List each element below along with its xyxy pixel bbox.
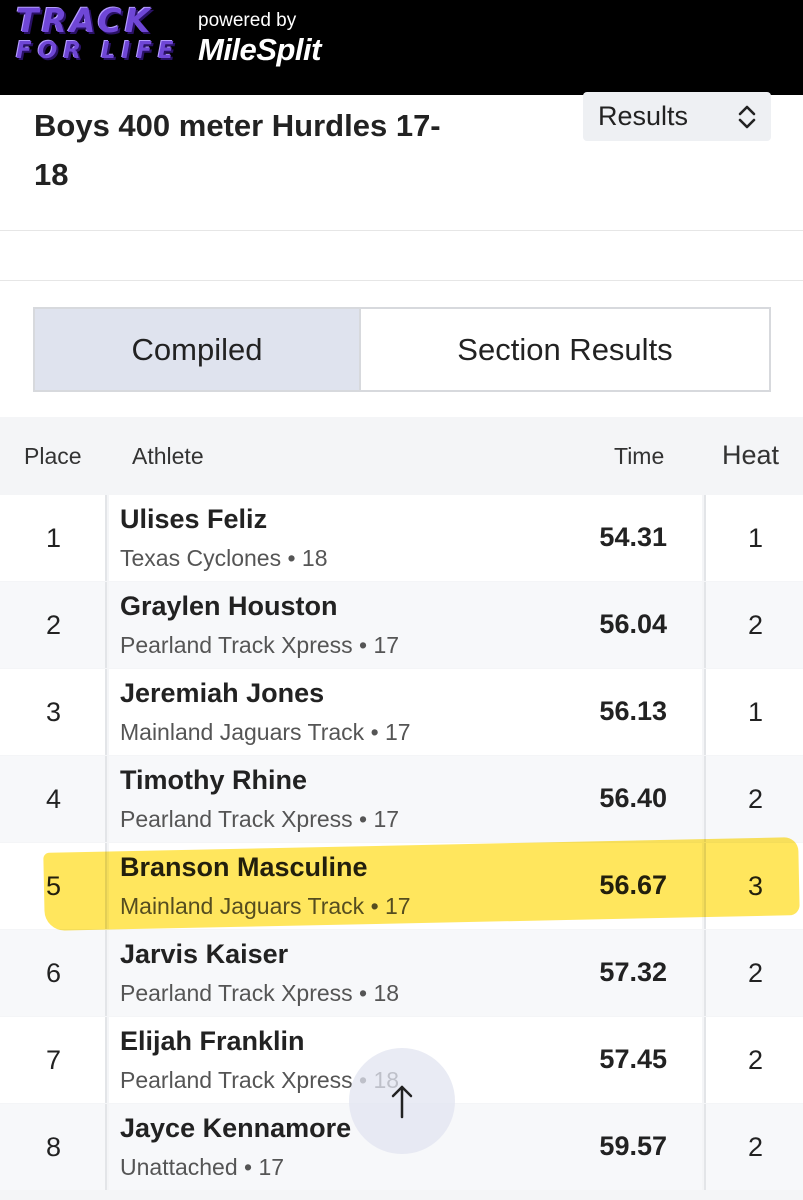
scroll-to-top-button[interactable]	[349, 1048, 455, 1154]
place-value: 1	[45, 523, 62, 553]
tab-section-results[interactable]: Section Results	[361, 309, 769, 390]
powered-by-text: powered by	[198, 10, 297, 31]
place-value: 4	[45, 784, 62, 814]
time-value: 56.13	[599, 696, 667, 726]
time-value: 56.40	[599, 783, 667, 813]
time-value: 54.31	[599, 522, 667, 552]
heat-value: 3	[747, 871, 764, 901]
athlete-team: Unattached • 17	[120, 1154, 285, 1180]
divider	[0, 280, 803, 281]
heat-value: 1	[747, 697, 764, 727]
athlete-team: Pearland Track Xpress • 17	[120, 806, 400, 832]
athlete-team: Mainland Jaguars Track • 17	[120, 719, 411, 745]
logo-line-2: FOR LIFE	[16, 38, 180, 64]
time-value: 56.67	[599, 870, 667, 900]
table-row[interactable]: 2 Graylen Houston Pearland Track Xpress …	[0, 582, 803, 669]
heat-value: 2	[747, 1132, 764, 1162]
athlete-team: Pearland Track Xpress • 17	[120, 632, 400, 658]
time-value: 56.04	[599, 609, 667, 639]
column-header-place[interactable]: Place	[24, 443, 82, 469]
column-header-heat[interactable]: Heat	[722, 440, 780, 470]
table-row-highlighted[interactable]: 5 Branson Masculine Mainland Jaguars Tra…	[0, 843, 803, 930]
arrow-up-icon	[391, 1085, 413, 1119]
athlete-name-link[interactable]: Jarvis Kaiser	[120, 939, 289, 969]
athlete-name-link[interactable]: Ulises Feliz	[120, 504, 268, 534]
results-view-tabs: Compiled Section Results	[33, 307, 771, 392]
place-value: 3	[45, 697, 62, 727]
milesplit-logo[interactable]: MileSplit	[198, 32, 321, 67]
athlete-name-link[interactable]: Branson Masculine	[120, 852, 368, 882]
athlete-team: Mainland Jaguars Track • 17	[120, 893, 411, 919]
table-row[interactable]: 1 Ulises Feliz Texas Cyclones • 18 54.31…	[0, 495, 803, 582]
divider	[0, 230, 803, 231]
table-row[interactable]: 3 Jeremiah Jones Mainland Jaguars Track …	[0, 669, 803, 756]
place-value: 5	[45, 871, 62, 901]
time-value: 57.32	[599, 957, 667, 987]
place-value: 7	[45, 1045, 62, 1075]
logo-line-1: TRACK	[16, 1, 154, 40]
heat-value: 2	[747, 958, 764, 988]
event-title: Boys 400 meter Hurdles 17-18	[34, 108, 441, 192]
top-header: TRACK FOR LIFE powered by MileSplit	[0, 0, 803, 95]
column-header-time[interactable]: Time	[614, 443, 665, 469]
heat-value: 2	[747, 610, 764, 640]
time-value: 59.57	[599, 1131, 667, 1161]
table-header: Place Athlete Time Heat	[0, 417, 803, 495]
heat-value: 2	[747, 1045, 764, 1075]
column-header-athlete[interactable]: Athlete	[132, 443, 204, 469]
athlete-name-link[interactable]: Timothy Rhine	[120, 765, 308, 795]
view-select-value: Results	[598, 101, 689, 131]
tab-compiled[interactable]: Compiled	[35, 309, 361, 390]
athlete-name-link[interactable]: Jayce Kennamore	[120, 1113, 352, 1143]
athlete-team: Pearland Track Xpress • 18	[120, 980, 400, 1006]
table-row[interactable]: 4 Timothy Rhine Pearland Track Xpress • …	[0, 756, 803, 843]
place-value: 8	[45, 1132, 62, 1162]
updown-chevron-icon	[737, 104, 757, 130]
view-select[interactable]: Results	[583, 92, 771, 141]
athlete-team: Texas Cyclones • 18	[120, 545, 328, 571]
place-value: 6	[45, 958, 62, 988]
time-value: 57.45	[599, 1044, 667, 1074]
place-value: 2	[45, 610, 62, 640]
track-for-life-logo[interactable]: TRACK FOR LIFE	[16, 4, 184, 66]
table-row[interactable]: 6 Jarvis Kaiser Pearland Track Xpress • …	[0, 930, 803, 1017]
heat-value: 2	[747, 784, 764, 814]
athlete-name-link[interactable]: Graylen Houston	[120, 591, 338, 621]
heat-value: 1	[747, 523, 764, 553]
athlete-name-link[interactable]: Elijah Franklin	[120, 1026, 305, 1056]
athlete-name-link[interactable]: Jeremiah Jones	[120, 678, 325, 708]
